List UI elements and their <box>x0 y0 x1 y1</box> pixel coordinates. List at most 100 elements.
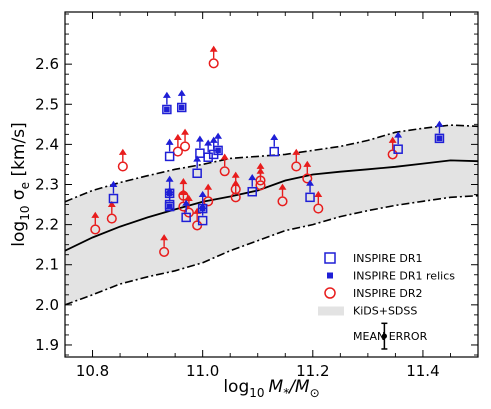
x-axis-label-log: log <box>223 377 249 397</box>
dr2-point-20 <box>313 203 324 214</box>
relic-point-6 <box>436 135 443 142</box>
dr1-point-11 <box>197 215 208 226</box>
legend-dr1-marker <box>324 252 336 264</box>
dr2-point-12 <box>219 166 230 177</box>
dr2-point-10 <box>203 196 214 207</box>
dr2-point-1 <box>106 213 117 224</box>
kids-sdss-lower-line <box>65 194 478 306</box>
y-axis-label-unit: [km/s] <box>9 122 29 182</box>
dr2-point-19 <box>302 173 313 184</box>
dr2-point-4 <box>172 146 183 157</box>
dr1-point-7 <box>181 212 191 223</box>
dr1-arrow-19-head <box>435 120 444 127</box>
y-axis-label: log10 σe [km/s] <box>9 122 32 246</box>
kids-sdss-band <box>65 125 478 305</box>
dr2-arrow-17-head <box>278 183 287 190</box>
y-axis-label-sigma-sub: e <box>18 182 32 189</box>
dr2-arrow-4-head <box>173 133 182 141</box>
dr2-point-15 <box>255 180 266 191</box>
dr2-point-14 <box>230 184 241 195</box>
dr1-arrow-6-head <box>177 89 186 96</box>
x-axis-label-log-sub: 10 <box>249 386 264 400</box>
kids-sdss-median-line <box>65 159 478 252</box>
mean-error-point <box>381 333 387 339</box>
legend-relics-label: INSPIRE DR1 relics <box>353 270 455 283</box>
legend-band-label: KiDS+SDSS <box>353 305 417 318</box>
relic-point-5 <box>215 147 221 154</box>
y-axis-label-log: log <box>9 221 29 247</box>
dr2-arrow-18-head <box>292 148 301 155</box>
dr1-arrow-1-head <box>162 91 171 98</box>
y-tick-label: 2.2 <box>35 216 59 234</box>
dr1-arrow-10-head <box>198 190 207 197</box>
dr1-point-2 <box>164 151 175 162</box>
y-tick-label: 2.3 <box>35 176 59 194</box>
relic-point-2 <box>166 203 173 210</box>
legend-relics-marker <box>327 272 333 279</box>
dr1-arrow-15-head <box>248 173 257 181</box>
y-tick-label: 2.0 <box>35 296 59 314</box>
dr1-arrow-16-head <box>270 133 279 141</box>
legend-dr1-label: INSPIRE DR1 <box>353 252 423 265</box>
dr1-arrow-14-head <box>214 132 223 139</box>
dr1-arrow-0-head <box>109 180 118 187</box>
legend-band-marker <box>318 306 344 316</box>
dr1-point-5 <box>164 201 175 212</box>
relic-point-0 <box>164 106 170 113</box>
kids-sdss-band-layer <box>65 125 478 305</box>
x-axis-label-ratio: /M <box>287 377 310 397</box>
dr1-arrow-3-head <box>165 175 174 182</box>
y-tick-label: 2.6 <box>35 55 59 73</box>
dr1-arrow-13-head <box>209 136 218 143</box>
dr2-arrow-2-head <box>118 148 127 155</box>
dr2-arrow-19-head <box>303 160 312 167</box>
data-points-layer <box>90 45 445 257</box>
x-axis-label: log10 M*/M⊙ <box>223 377 319 400</box>
dr2-point-6 <box>178 201 189 212</box>
axis-ticks-layer: 10.8 11.0 11.2 11.4 1.9 2.0 2.1 2.2 2.3 2.4 2.5 2.6 <box>35 12 479 380</box>
x-axis-label-m-sub: * <box>283 386 289 400</box>
dr2-point-11 <box>208 58 219 69</box>
dr2-point-18 <box>291 161 302 172</box>
dr2-arrow-11-head <box>209 45 218 52</box>
dr2-arrow-1-head <box>107 200 116 207</box>
x-tick-label: 11.0 <box>186 362 219 380</box>
dr2-point-17 <box>277 196 288 207</box>
dr1-arrow-9-head <box>195 135 204 142</box>
dr1-point-16 <box>269 146 280 157</box>
dr2-arrow-3-head <box>160 234 169 241</box>
dr2-arrow-0-head <box>91 211 100 218</box>
dr2-point-3 <box>159 246 170 257</box>
dr2-point-9 <box>192 220 203 231</box>
dr1-point-6 <box>176 102 187 113</box>
dr2-point-7 <box>179 141 191 152</box>
y-tick-label: 2.1 <box>35 256 59 274</box>
dr2-point-21 <box>387 149 398 160</box>
relic-point-3 <box>178 104 185 111</box>
y-tick-label: 1.9 <box>35 336 59 354</box>
dr1-arrow-12-head <box>204 139 213 146</box>
dr2-arrow-7-head <box>181 128 189 135</box>
x-tick-label: 11.4 <box>406 362 439 380</box>
relic-point-4 <box>199 205 206 212</box>
legend-mean-error-label: MEAN ERROR <box>353 330 428 343</box>
legend: INSPIRE DR1 INSPIRE DR1 relics INSPIRE DR2… <box>318 252 455 350</box>
dr2-point-0 <box>90 224 101 235</box>
y-tick-label: 2.5 <box>35 95 59 113</box>
dr2-arrow-8-head <box>184 194 193 201</box>
dr1-arrow-18-head <box>394 131 403 138</box>
dr2-arrow-21-head <box>388 136 397 143</box>
dr2-point-2 <box>117 161 128 172</box>
dr2-arrow-20-head <box>314 190 323 197</box>
y-axis-label-sigma: σ <box>9 189 29 205</box>
legend-dr2-marker <box>324 287 336 299</box>
x-tick-label: 10.8 <box>76 362 109 380</box>
dr1-arrow-8-head <box>193 155 202 162</box>
relic-point-1 <box>166 190 173 197</box>
x-axis-label-sun-sub: ⊙ <box>310 386 320 400</box>
dr1-arrow-17-head <box>306 179 314 186</box>
dr1-point-14 <box>213 145 223 156</box>
dr2-arrow-10-head <box>204 183 213 190</box>
dr2-point-16 <box>255 175 266 186</box>
